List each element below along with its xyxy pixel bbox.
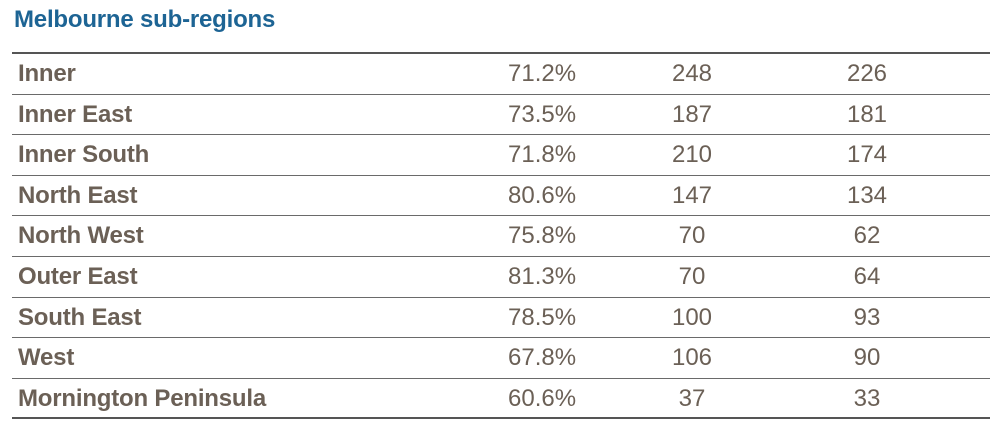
sub-regions-table: Inner 71.2% 248 226 Inner East 73.5% 187… (12, 52, 990, 420)
count-value-1: 248 (671, 60, 713, 87)
count-value-2: 174 (846, 141, 888, 169)
region-name: Mornington Peninsula (18, 384, 266, 412)
count-value-1: 100 (671, 303, 713, 331)
percentage-value: 60.6% (508, 384, 577, 412)
count-value-1: 147 (671, 181, 713, 209)
table-row: West 67.8% 106 90 (12, 338, 990, 379)
count-value-1: 37 (678, 384, 706, 412)
table-title: Melbourne sub-regions (14, 6, 276, 33)
percentage-value: 71.2% (508, 60, 577, 87)
region-name: North East (18, 181, 138, 209)
count-value-2: 64 (853, 262, 881, 290)
count-value-2: 93 (853, 303, 881, 331)
percentage-value: 73.5% (508, 100, 577, 128)
count-value-2: 90 (853, 344, 881, 372)
count-value-1: 210 (671, 141, 713, 169)
count-value-1: 187 (671, 100, 713, 128)
percentage-value: 71.8% (508, 141, 577, 169)
region-name: Inner (18, 60, 76, 87)
table-row: Inner South 71.8% 210 174 (12, 135, 990, 176)
percentage-value: 78.5% (508, 303, 577, 331)
table-row: Mornington Peninsula 60.6% 37 33 (12, 379, 990, 420)
count-value-2: 62 (853, 222, 881, 250)
region-name: West (18, 344, 75, 372)
count-value-1: 106 (671, 344, 713, 372)
region-name: North West (18, 222, 144, 250)
percentage-value: 81.3% (508, 262, 577, 290)
table-row: Inner 71.2% 248 226 (12, 54, 990, 95)
table-row: North East 80.6% 147 134 (12, 176, 990, 217)
table-row: North West 75.8% 70 62 (12, 216, 990, 257)
count-value-2: 134 (846, 181, 888, 209)
table-row: South East 78.5% 100 93 (12, 298, 990, 339)
table-row: Outer East 81.3% 70 64 (12, 257, 990, 298)
region-name: Outer East (18, 262, 138, 290)
count-value-2: 33 (853, 384, 881, 412)
percentage-value: 80.6% (508, 181, 577, 209)
region-name: Inner South (18, 141, 150, 169)
count-value-1: 70 (678, 222, 706, 250)
region-name: South East (18, 303, 142, 331)
table-row: Inner East 73.5% 187 181 (12, 95, 990, 136)
region-name: Inner East (18, 100, 133, 128)
percentage-value: 75.8% (508, 222, 577, 250)
count-value-1: 70 (678, 262, 706, 290)
count-value-2: 181 (846, 100, 888, 128)
count-value-2: 226 (846, 60, 888, 87)
percentage-value: 67.8% (508, 344, 577, 372)
